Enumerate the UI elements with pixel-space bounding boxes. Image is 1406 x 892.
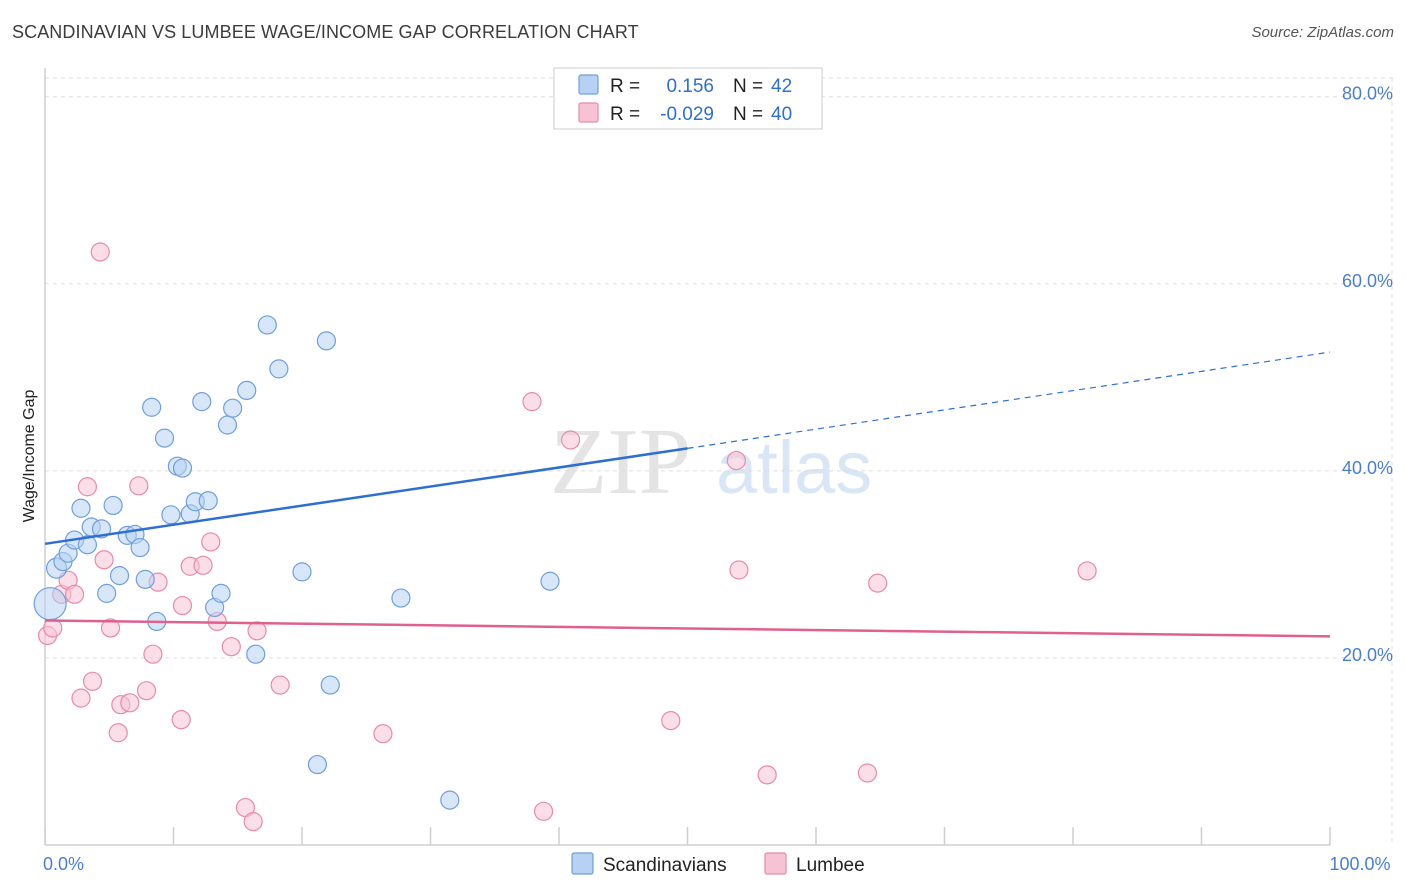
series-swatch-scandinavians [571,852,594,875]
lumbee-point [172,595,193,616]
legend-r-value: 0.156 [666,76,714,97]
series-legend: Scandinavians Lumbee [571,852,865,876]
lumbee-point [143,644,163,664]
scandinavians-point [97,583,117,603]
lumbee-points [37,242,1097,832]
tick-labels: 20.0% 40.0% 60.0% 80.0% 0.0% 100.0% [43,84,1393,874]
lumbee-point [373,724,393,744]
lumbee-point [757,765,777,785]
lumbee-point [726,450,746,471]
lumbee-point [522,392,542,412]
lumbee-point [729,560,749,580]
scandinavians-trend-line [44,447,688,546]
scandinavians-point [71,498,91,518]
lumbee-point [661,710,681,731]
lumbee-point [1077,561,1097,581]
scandinavians-point [391,588,411,608]
legend-r-label: R = [610,76,640,97]
scandinavians-point [109,566,130,586]
scandinavians-point [192,392,212,412]
lumbee-point [201,532,221,552]
series-label-scandinavians: Scandinavians [603,855,727,876]
legend-n-label: N = [733,104,763,125]
lumbee-point [129,476,149,496]
lumbee-point [171,710,191,730]
scandinavians-points [33,93,608,810]
scandinavians-point [223,398,243,418]
lumbee-point [193,555,213,575]
lumbee-point [64,584,85,604]
scandinavians-point [142,397,162,417]
lumbee-point [243,812,263,832]
scandinavians-point [217,415,238,435]
lumbee-point [71,688,91,708]
lumbee-point [221,637,241,657]
scandinavians-trend-extension [687,351,1331,449]
legend-n-value: 40 [771,104,792,125]
lumbee-point [108,723,128,743]
lumbee-point [94,550,114,570]
series-swatch-lumbee [764,852,787,875]
lumbee-point [90,242,110,262]
y-tick-label: 60.0% [1342,271,1393,291]
scandinavians-point [211,583,231,603]
lumbee-trend-line [44,619,1331,638]
lumbee-point [533,801,554,821]
y-tick-label: 40.0% [1342,458,1393,478]
scandinavians-point [292,562,312,582]
y-axis-title: Wage/Income Gap [21,390,38,523]
scandinavians-point [154,428,175,448]
legend-swatch-scandinavians [578,74,599,95]
scandinavians-point [269,359,289,379]
watermark-zip: ZIP [550,410,691,514]
scandinavians-point [130,537,150,558]
legend-n-value: 42 [771,76,792,97]
x-tick-label: 0.0% [43,854,84,874]
x-tick-marks [44,827,1331,845]
lumbee-point [868,573,888,593]
legend-box [553,67,823,130]
lumbee-point [82,671,103,691]
legend-n-label: N = [733,76,763,97]
correlation-legend: R = 0.156 N = 42 R = -0.029 N = 40 [553,67,823,130]
scandinavians-point [440,790,460,810]
lumbee-point [77,477,98,497]
scandinavians-point [540,571,560,591]
scandinavians-point [237,380,257,401]
scandinavians-point [172,458,193,478]
lumbee-point [560,430,581,450]
scandinavians-point [307,754,328,775]
legend-swatch-lumbee [578,102,599,123]
scandinavians-point [135,569,155,589]
lumbee-point [136,681,157,701]
scandinavians-point [103,495,123,516]
lumbee-point [247,621,267,641]
chart-title: SCANDINAVIAN VS LUMBEE WAGE/INCOME GAP C… [12,22,639,42]
scandinavians-point [246,644,266,664]
y-tick-label: 80.0% [1342,84,1393,104]
lumbee-point [857,763,878,783]
scandinavians-point [91,519,112,539]
series-label-lumbee: Lumbee [796,855,865,876]
scandinavians-point [257,315,277,335]
x-tick-label: 100.0% [1329,854,1390,874]
scandinavians-point [33,587,67,621]
lumbee-point [270,675,290,695]
y-tick-label: 20.0% [1342,645,1393,665]
scandinavians-point [161,505,181,525]
trend-lines [44,351,1331,638]
legend-r-label: R = [610,104,640,125]
scandinavians-point [198,491,218,511]
scandinavians-point [316,331,337,351]
scandinavians-point [320,675,340,695]
lumbee-point [100,618,121,638]
legend-r-value: -0.029 [660,104,714,125]
source-label: Source: ZipAtlas.com [1251,24,1394,41]
lumbee-point [120,693,140,713]
